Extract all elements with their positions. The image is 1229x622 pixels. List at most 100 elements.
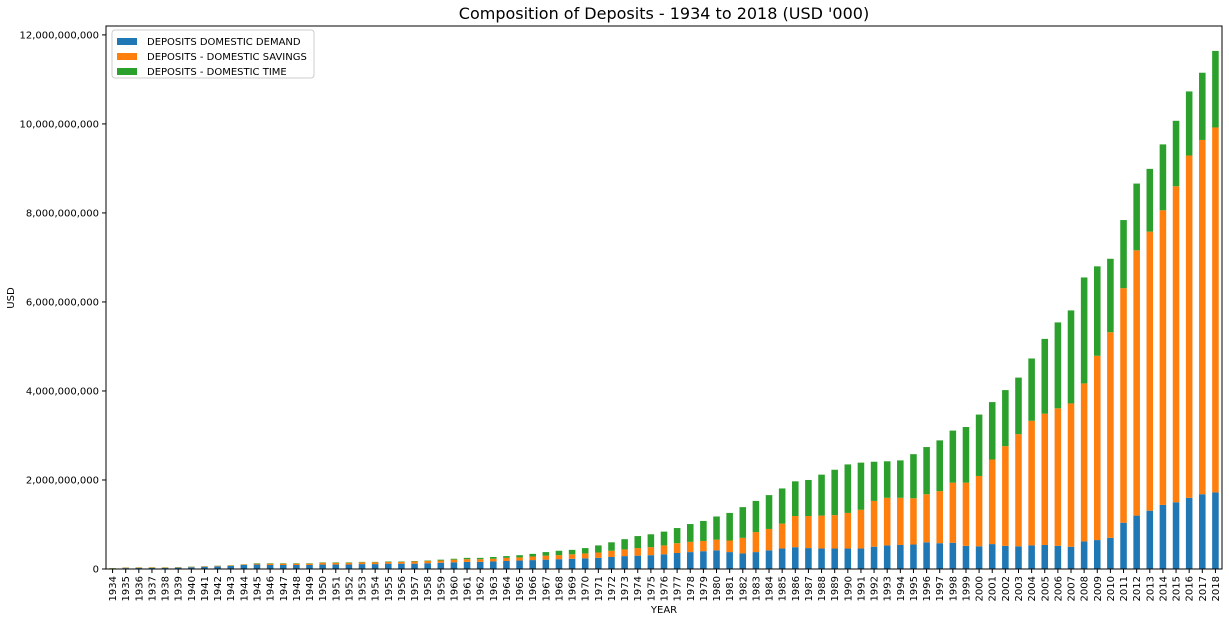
bar-2001-series-2 <box>988 459 996 545</box>
legend-entry-label: DEPOSITS - DOMESTIC TIME <box>147 67 287 78</box>
bar-1955-series-2 <box>385 561 392 564</box>
x-tick-label: 2003 <box>1014 576 1025 601</box>
x-tick-label: 1970 <box>581 576 592 601</box>
bar-1979-series-1 <box>700 551 707 569</box>
bar-2018-series-3 <box>1212 50 1219 128</box>
bar-1977-series-1 <box>673 552 681 569</box>
bar-2012-series-3 <box>1133 183 1140 251</box>
bar-1998-series-3 <box>949 430 957 483</box>
bar-1995-series-1 <box>910 544 917 569</box>
bar-1940-series-1 <box>188 567 195 569</box>
bar-1958-series-1 <box>424 563 431 569</box>
bar-1993-series-2 <box>883 497 891 546</box>
bar-1975-series-3 <box>647 534 655 548</box>
bar-1984-series-3 <box>765 495 773 529</box>
bar-2006-series-2 <box>1054 408 1062 546</box>
x-tick-label: 1994 <box>896 576 907 601</box>
x-tick-label: 1958 <box>423 576 434 601</box>
x-tick-label: 2011 <box>1119 576 1130 601</box>
bar-1977-series-2 <box>673 543 681 553</box>
y-tick-label: 10,000,000,000 <box>19 119 99 130</box>
bar-1996-series-3 <box>923 447 930 495</box>
bar-2005-series-1 <box>1041 544 1049 569</box>
bar-1985-series-2 <box>778 523 786 549</box>
x-tick-label: 1988 <box>817 576 828 601</box>
bar-1967-series-1 <box>542 559 550 569</box>
x-tick-label: 2006 <box>1053 576 1064 601</box>
x-tick-label: 1959 <box>436 576 447 601</box>
x-tick-label: 1942 <box>213 576 224 601</box>
bar-1971-series-2 <box>595 552 602 558</box>
bar-1983-series-1 <box>752 552 760 569</box>
bar-1983-series-3 <box>752 500 760 533</box>
bar-1990-series-2 <box>844 512 852 549</box>
bar-1952-series-1 <box>345 564 353 569</box>
x-tick-label: 1945 <box>252 576 263 601</box>
bar-2007-series-2 <box>1067 403 1075 547</box>
y-tick-label: 6,000,000,000 <box>26 297 99 308</box>
bar-2008-series-1 <box>1080 541 1088 569</box>
x-tick-label: 1941 <box>200 576 211 601</box>
bar-2003-series-2 <box>1015 434 1022 547</box>
bar-1993-series-3 <box>883 461 891 498</box>
x-tick-label: 1993 <box>883 576 894 601</box>
bar-1975-series-2 <box>647 547 655 556</box>
chart-title: Composition of Deposits - 1934 to 2018 (… <box>459 4 869 23</box>
legend-entry-label: DEPOSITS - DOMESTIC SAVINGS <box>147 52 307 63</box>
bar-1974-series-3 <box>634 536 642 549</box>
bar-1937-series-1 <box>148 567 156 569</box>
x-tick-label: 1998 <box>948 576 959 601</box>
y-tick-label: 4,000,000,000 <box>26 386 99 397</box>
bar-1953-series-2 <box>358 562 366 565</box>
bar-1976-series-1 <box>660 554 668 569</box>
bar-1963-series-1 <box>490 561 497 569</box>
bar-1973-series-2 <box>621 549 628 557</box>
bar-1949-series-2 <box>306 563 313 565</box>
y-axis: 0 2,000,000,000 4,000,000,000 6,000,000,000… <box>19 30 106 576</box>
x-tick-label: 2013 <box>1145 576 1156 601</box>
bar-1995-series-3 <box>910 454 917 499</box>
x-axis-label: YEAR <box>650 605 677 616</box>
bar-2000-series-3 <box>975 414 983 476</box>
bar-2016-series-2 <box>1185 155 1193 498</box>
bar-1986-series-2 <box>792 516 799 548</box>
bar-2013-series-3 <box>1146 168 1154 232</box>
x-tick-label: 1953 <box>358 576 369 601</box>
bar-1967-series-2 <box>542 555 550 560</box>
bar-2000-series-2 <box>975 475 983 547</box>
x-tick-label: 2007 <box>1067 576 1078 601</box>
x-tick-label: 1966 <box>528 576 539 601</box>
bar-2000-series-1 <box>975 546 983 569</box>
y-tick-label: 2,000,000,000 <box>26 475 99 486</box>
x-tick-label: 2004 <box>1027 576 1038 601</box>
bar-1945-series-1 <box>253 564 261 569</box>
bar-1965-series-1 <box>516 560 523 569</box>
x-tick-label: 2017 <box>1198 576 1209 601</box>
bar-1995-series-2 <box>910 498 917 545</box>
legend: DEPOSITS DOMESTIC DEMAND DEPOSITS - DOMES… <box>111 29 315 79</box>
x-axis: 1934 1935 1936 1937 1938 1939 1940 1941 1942 1943… <box>108 569 1222 601</box>
x-tick-label: 1992 <box>870 576 881 601</box>
bar-2011-series-1 <box>1120 522 1127 569</box>
bar-1999-series-1 <box>962 545 970 569</box>
bar-2002-series-1 <box>1002 545 1009 569</box>
bar-1950-series-2 <box>319 562 326 565</box>
bar-1945-series-2 <box>253 563 261 565</box>
x-tick-label: 1990 <box>843 576 854 601</box>
bar-1996-series-1 <box>923 542 930 569</box>
bar-1988-series-1 <box>818 548 825 569</box>
bar-2007-series-3 <box>1067 310 1075 404</box>
bar-1942-series-1 <box>214 566 221 569</box>
bar-2008-series-2 <box>1080 383 1088 542</box>
bar-1987-series-1 <box>805 548 812 569</box>
bar-1946-series-1 <box>266 564 274 569</box>
x-tick-label: 1997 <box>935 576 946 601</box>
x-tick-label: 1964 <box>502 576 513 601</box>
bar-1986-series-3 <box>792 481 799 517</box>
bar-2015-series-1 <box>1172 502 1180 569</box>
x-tick-label: 2016 <box>1185 576 1196 601</box>
x-tick-label: 1950 <box>318 576 329 601</box>
bar-1980-series-1 <box>713 550 720 569</box>
bar-1994-series-2 <box>897 497 904 545</box>
